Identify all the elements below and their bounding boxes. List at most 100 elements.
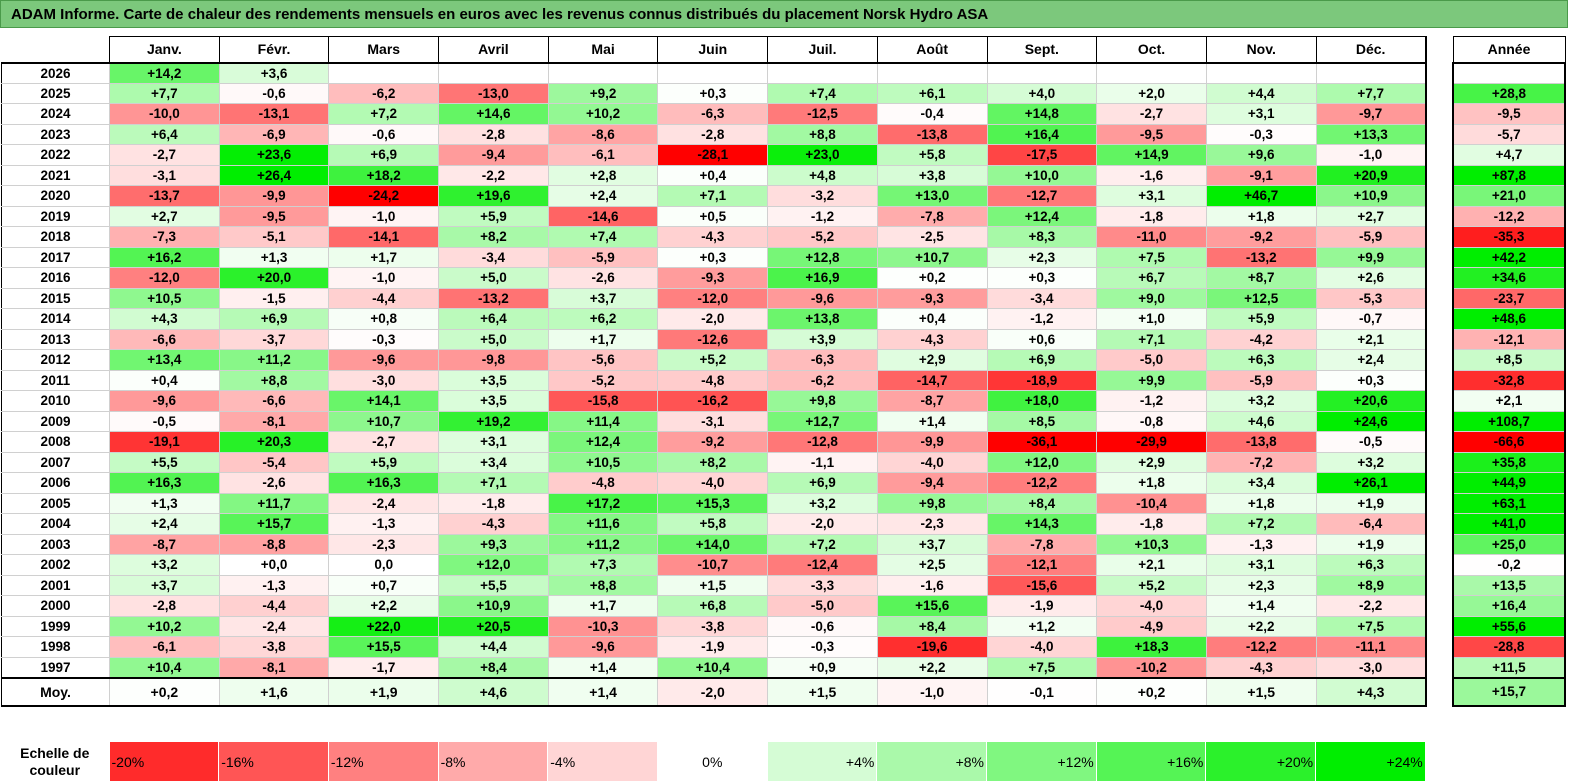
year-label: 2023 [1, 123, 110, 145]
scale-swatch: -20% [108, 741, 220, 782]
annual-row: +11,5 [1452, 656, 1566, 678]
annual-row: -66,6 [1452, 431, 1566, 453]
heat-cell: +9,3 [438, 533, 549, 555]
heat-cell: +6,9 [218, 308, 330, 330]
annual-row [1452, 62, 1566, 84]
heat-cell: -5,3 [1315, 287, 1427, 309]
heat-cell: +4,4 [438, 636, 549, 658]
year-label: 2001 [1, 574, 110, 596]
heat-cell: -12,4 [767, 554, 878, 576]
heat-cell: -4,3 [438, 513, 549, 535]
heat-cell: +3,6 [218, 62, 330, 84]
heat-cell: +13,0 [876, 185, 988, 207]
month-header-row: Janv. Févr. Mars Avril Mai Juin Juil. Août Sept.… [1, 36, 1427, 64]
heat-cell: +15,6 [876, 595, 988, 617]
heat-cell: +14,0 [657, 533, 769, 555]
heat-cell: -1,2 [1096, 390, 1207, 412]
heat-cell: +12,5 [1205, 287, 1317, 309]
heat-cell: -8,7 [876, 390, 988, 412]
heat-cell: -1,8 [438, 492, 549, 514]
heat-cell: +14,6 [438, 103, 549, 125]
annual-row: -12,1 [1452, 328, 1566, 350]
heat-cell: -9,6 [328, 349, 440, 371]
scale-swatch: +4% [766, 741, 878, 782]
heat-cell: +10,9 [438, 595, 549, 617]
heat-cell: -4,0 [657, 472, 769, 494]
heat-cell: -4,3 [657, 226, 769, 248]
heat-cell: +10,5 [109, 287, 220, 309]
heat-cell: +2,9 [1096, 451, 1207, 473]
heat-cell: +1,4 [876, 410, 988, 432]
heat-cell: +2,4 [547, 185, 659, 207]
heat-cell: -6,6 [218, 390, 330, 412]
heat-cell: +20,5 [438, 615, 549, 637]
table-row: 2003 -8,7 -8,8 -2,3 +9,3 +11,2 +14,0 +7,2 +3,7 -7… [1, 533, 1427, 555]
table-row: 1999 +10,2 -2,4 +22,0 +20,5 -10,3 -3,8 -0,6 +8,4… [1, 615, 1427, 637]
heat-cell: -1,6 [876, 574, 988, 596]
heat-cell: +3,7 [109, 574, 220, 596]
table-row: 2021 -3,1 +26,4 +18,2 -2,2 +2,8 +0,4 +4,8 +3,8 +1… [1, 164, 1427, 186]
heat-cell: -6,9 [218, 123, 330, 145]
heat-cell: +14,9 [1096, 144, 1207, 166]
heat-cell: -4,4 [328, 287, 440, 309]
annual-row: -12,2 [1452, 205, 1566, 227]
heat-cell: +1,3 [109, 492, 220, 514]
heat-cell: -9,7 [1315, 103, 1427, 125]
heat-cell: -1,7 [328, 656, 440, 678]
annual-row: +108,7 [1452, 410, 1566, 432]
heat-cell: +0,3 [657, 246, 769, 268]
heat-cell: -2,5 [876, 226, 988, 248]
heat-cell: -12,2 [986, 472, 1098, 494]
heat-cell: +6,1 [876, 82, 988, 104]
heat-cell: -4,9 [1096, 615, 1207, 637]
month-header: Août [876, 36, 988, 64]
heat-cell: +9,9 [1096, 369, 1207, 391]
heat-cell: +7,1 [657, 185, 769, 207]
heat-cell: +4,8 [767, 164, 878, 186]
average-cell: -1,0 [876, 676, 988, 707]
average-cell: -0,1 [986, 676, 1098, 707]
annual-cell: -35,3 [1452, 226, 1566, 248]
annual-column: Année +28,8 -9,5 -5,7 +4,7 +87,8 +21,0 -12,2 -3… [1452, 36, 1566, 707]
heat-cell: +6,9 [986, 349, 1098, 371]
heat-cell: +1,4 [1205, 595, 1317, 617]
heat-cell: -0,8 [1096, 410, 1207, 432]
heat-cell: -7,8 [986, 533, 1098, 555]
annual-row: +2,1 [1452, 390, 1566, 412]
heat-cell: -0,5 [109, 410, 220, 432]
heat-cell: +7,2 [328, 103, 440, 125]
year-label: 2002 [1, 554, 110, 576]
scale-swatch: +8% [876, 741, 987, 782]
year-label: 2019 [1, 205, 110, 227]
heat-cell: -5,6 [547, 349, 659, 371]
heat-cell: +13,3 [1315, 123, 1427, 145]
heat-cell: -2,7 [328, 431, 440, 453]
average-cell: +0,2 [1096, 676, 1207, 707]
heat-cell: +24,6 [1315, 410, 1427, 432]
heat-cell: +12,4 [986, 205, 1098, 227]
heat-cell: +7,5 [986, 656, 1098, 678]
heat-cell: -5,1 [218, 226, 330, 248]
heat-cell: -8,7 [109, 533, 220, 555]
heat-cell: -4,0 [876, 451, 988, 473]
heat-cell: -0,4 [876, 103, 988, 125]
annual-cell: +55,6 [1452, 615, 1566, 637]
heat-cell: +14,2 [109, 62, 220, 84]
month-header: Oct. [1096, 36, 1207, 64]
heat-cell: -10,4 [1096, 492, 1207, 514]
annual-row: +35,8 [1452, 451, 1566, 473]
annual-row: +16,4 [1452, 595, 1566, 617]
heat-cell: -10,3 [547, 615, 659, 637]
heat-cell: +10,9 [1315, 185, 1427, 207]
annual-cell: +28,8 [1452, 82, 1566, 104]
table-row: 2016 -12,0 +20,0 -1,0 +5,0 -2,6 -9,3 +16,9 +0,2 +… [1, 267, 1427, 289]
heat-cell: +20,6 [1315, 390, 1427, 412]
year-label: 2006 [1, 472, 110, 494]
heat-cell: +5,5 [109, 451, 220, 473]
heat-cell: -12,6 [657, 328, 769, 350]
heat-cell: -0,6 [767, 615, 878, 637]
heat-cell: +9,8 [876, 492, 988, 514]
annual-row: -23,7 [1452, 287, 1566, 309]
heat-cell: +2,2 [328, 595, 440, 617]
heat-cell: +3,2 [1205, 390, 1317, 412]
